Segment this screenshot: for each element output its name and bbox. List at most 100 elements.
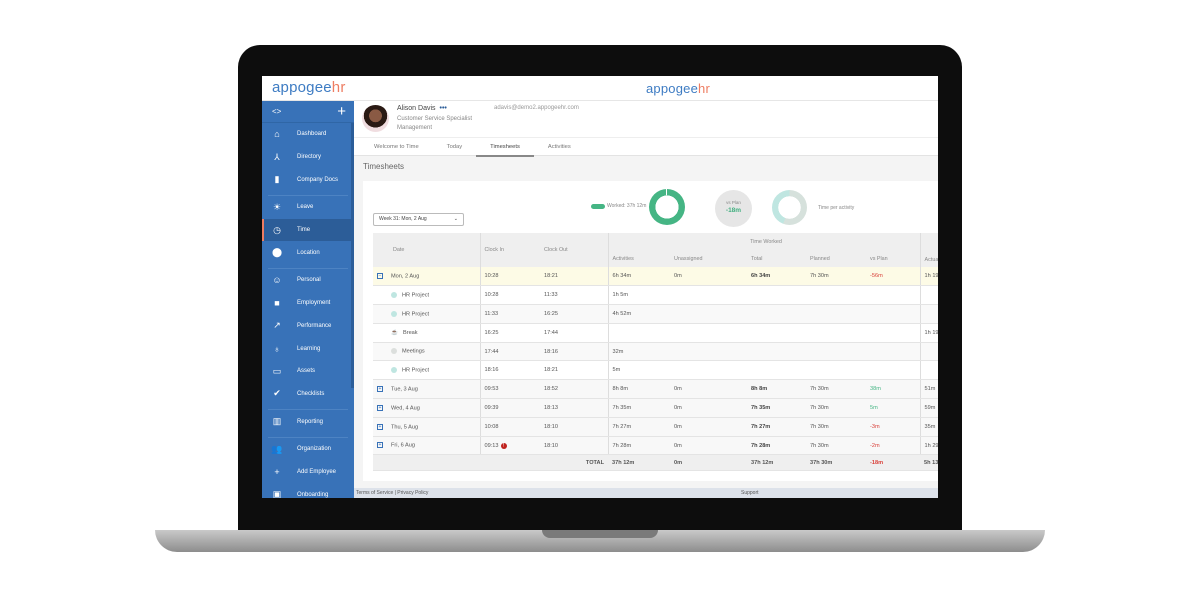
activities-cell: 5m [607,360,670,381]
unassigned-cell: 0m [670,379,747,400]
clock-in-cell: 09:39 [479,398,540,418]
total-cell: 8h 8m [747,379,806,400]
home-icon: ⌂ [274,129,280,140]
expand-icon[interactable]: + [377,423,383,430]
entry-row[interactable]: HR Project 10:28 11:33 1h 5m [373,285,938,306]
clock-icon: ◷ [273,224,281,235]
sidebar-item-time[interactable]: ◷ Time [262,218,354,242]
sidebar-item-add-employee[interactable]: + Add Employee [262,461,354,484]
sidebar-divider [268,264,348,270]
entry-row[interactable]: HR Project 11:33 16:25 4h 52m [373,304,938,324]
expand-icon[interactable]: + [377,385,383,392]
more-options-icon[interactable]: ••• [439,105,447,112]
header-time-worked: Time Worked [607,233,921,250]
sidebar-item-label: Dashboard [297,131,327,138]
sidebar-item-label: Employment [297,300,331,307]
total-cell: 7h 35m [747,398,806,418]
sidebar-scrollbar[interactable] [351,123,354,388]
week-select[interactable]: Week 31: Mon, 2 Aug ⌄ [373,213,464,226]
activity-dot-icon [391,348,397,355]
sidebar-item-label: Add Employee [297,468,337,475]
date-cell: + Wed, 4 Aug [373,398,480,418]
logo[interactable]: appogeehr [272,79,346,96]
tab-activities[interactable]: Activities [547,144,571,150]
sidebar-item-label: Onboarding [297,491,329,498]
document-icon: ▮ [274,174,280,185]
laptop-notch [542,530,658,538]
sidebar-item-assets[interactable]: ▭ Assets [262,360,354,383]
activity-cell: ☕ Break [373,323,480,343]
avatar [362,105,389,132]
sidebar-item-label: Checklists [297,390,325,397]
bulb-icon: ♁ [273,343,281,354]
sidebar-item-location[interactable]: ⬤ Location [262,241,354,264]
actual-cell: 35m [919,417,938,437]
sidebar-item-company-docs[interactable]: ▮ Company Docs [262,168,354,191]
actual-cell [919,342,938,362]
entry-row[interactable]: HR Project 18:16 18:21 5m [373,360,938,381]
employee-email: adavis@demo2.appogeehr.com [494,105,579,111]
expand-icon[interactable]: + [377,442,383,449]
activity-cell: HR Project [373,360,480,381]
collapse-toggle-icon[interactable]: <> [272,107,282,116]
clock-in-cell: 09:53 [479,379,540,400]
clock-out-cell: 11:33 [540,285,608,306]
center-logo: appogeehr [646,81,710,96]
sidebar-item-onboarding[interactable]: ▣ Onboarding [262,483,354,498]
total-cell: 7h 27m [747,417,806,437]
date-cell: + Thu, 5 Aug [373,417,480,437]
sidebar-item-employment[interactable]: ■ Employment [262,292,354,315]
sidebar-item-organization[interactable]: 👥 Organization [262,438,354,461]
actual-cell: 1h 19m [919,267,938,287]
tab-timesheets[interactable]: Timesheets [476,138,534,157]
clock-in-cell: 18:16 [479,360,540,381]
activity-dot-icon [391,291,397,298]
sidebar-item-personal[interactable]: ☺ Personal [262,269,354,292]
sidebar-item-directory[interactable]: ⅄ Directory [262,146,354,169]
activities-cell: 8h 8m [607,379,670,400]
header-planned: Planned [806,250,866,267]
header-clock-out: Clock Out [540,233,608,267]
sidebar-item-dashboard[interactable]: ⌂ Dashboard [262,123,354,146]
sidebar-divider [268,405,348,411]
table-row[interactable]: + Wed, 4 Aug 09:39 18:13 7h 35m 0m 7h 35m 7h 3… [373,398,938,418]
vs-plan-cell: 38m [866,379,921,400]
vs-plan-cell: -2m [866,436,921,456]
planned-cell: 7h 30m [806,267,866,287]
sidebar-item-leave[interactable]: ☀ Leave [262,196,354,219]
date-cell: + Tue, 3 Aug [373,379,480,400]
time-per-activity-label: Time per activity [818,205,855,211]
actual-cell [919,304,938,324]
table-row[interactable]: + Tue, 3 Aug 09:53 18:52 8h 8m 0m 8h 8m 7h 30m… [373,379,938,400]
people-icon: 👥 [271,443,283,454]
sidebar-item-label: Learning [297,345,321,352]
table-row[interactable]: + Thu, 5 Aug 10:08 18:10 7h 27m 0m 7h 27m 7h 3… [373,417,938,437]
activity-cell: HR Project [373,285,480,306]
tab-today[interactable]: Today [446,144,463,150]
clock-in-cell: 17:44 [479,342,540,362]
add-icon[interactable]: + [337,103,346,120]
sidebar-item-learning[interactable]: ♁ Learning [262,337,354,360]
clock-out-cell: 18:21 [540,267,608,287]
entry-row[interactable]: Meetings 17:44 18:16 32m [373,342,938,362]
table-row[interactable]: + Fri, 6 Aug 09:13! 18:10 7h 28m 0m 7h 28m 7h … [373,436,938,456]
support-link[interactable]: Support [741,490,759,496]
sidebar-item-performance[interactable]: ↗ Performance [262,315,354,338]
unassigned-cell: 0m [670,436,747,456]
sidebar: <> + ⌂ Dashboard ⅄ Directory ▮ Company Docs ☀ Le… [262,101,354,498]
expand-icon[interactable]: + [377,404,383,411]
footer-legal-links[interactable]: Terms of Service | Privacy Policy [356,490,429,496]
sidebar-item-label: Personal [297,277,321,284]
add-person-icon: + [274,466,280,477]
tab-welcome-to-time[interactable]: Welcome to Time [374,144,419,150]
total-unassigned: 0m [670,454,747,472]
sidebar-item-checklists[interactable]: ✔ Checklists [262,383,354,406]
sidebar-item-label: Company Docs [297,176,339,183]
warning-icon[interactable]: ! [500,442,507,449]
sidebar-item-reporting[interactable]: ▥ Reporting [262,410,354,433]
table-row[interactable]: − Mon, 2 Aug 10:28 18:21 6h 34m 0m 6h 34m 7h 3… [373,267,938,287]
collapse-icon[interactable]: − [377,272,383,279]
worked-legend: Worked: 37h 12m [591,203,646,209]
total-cell: 7h 28m [747,436,806,456]
